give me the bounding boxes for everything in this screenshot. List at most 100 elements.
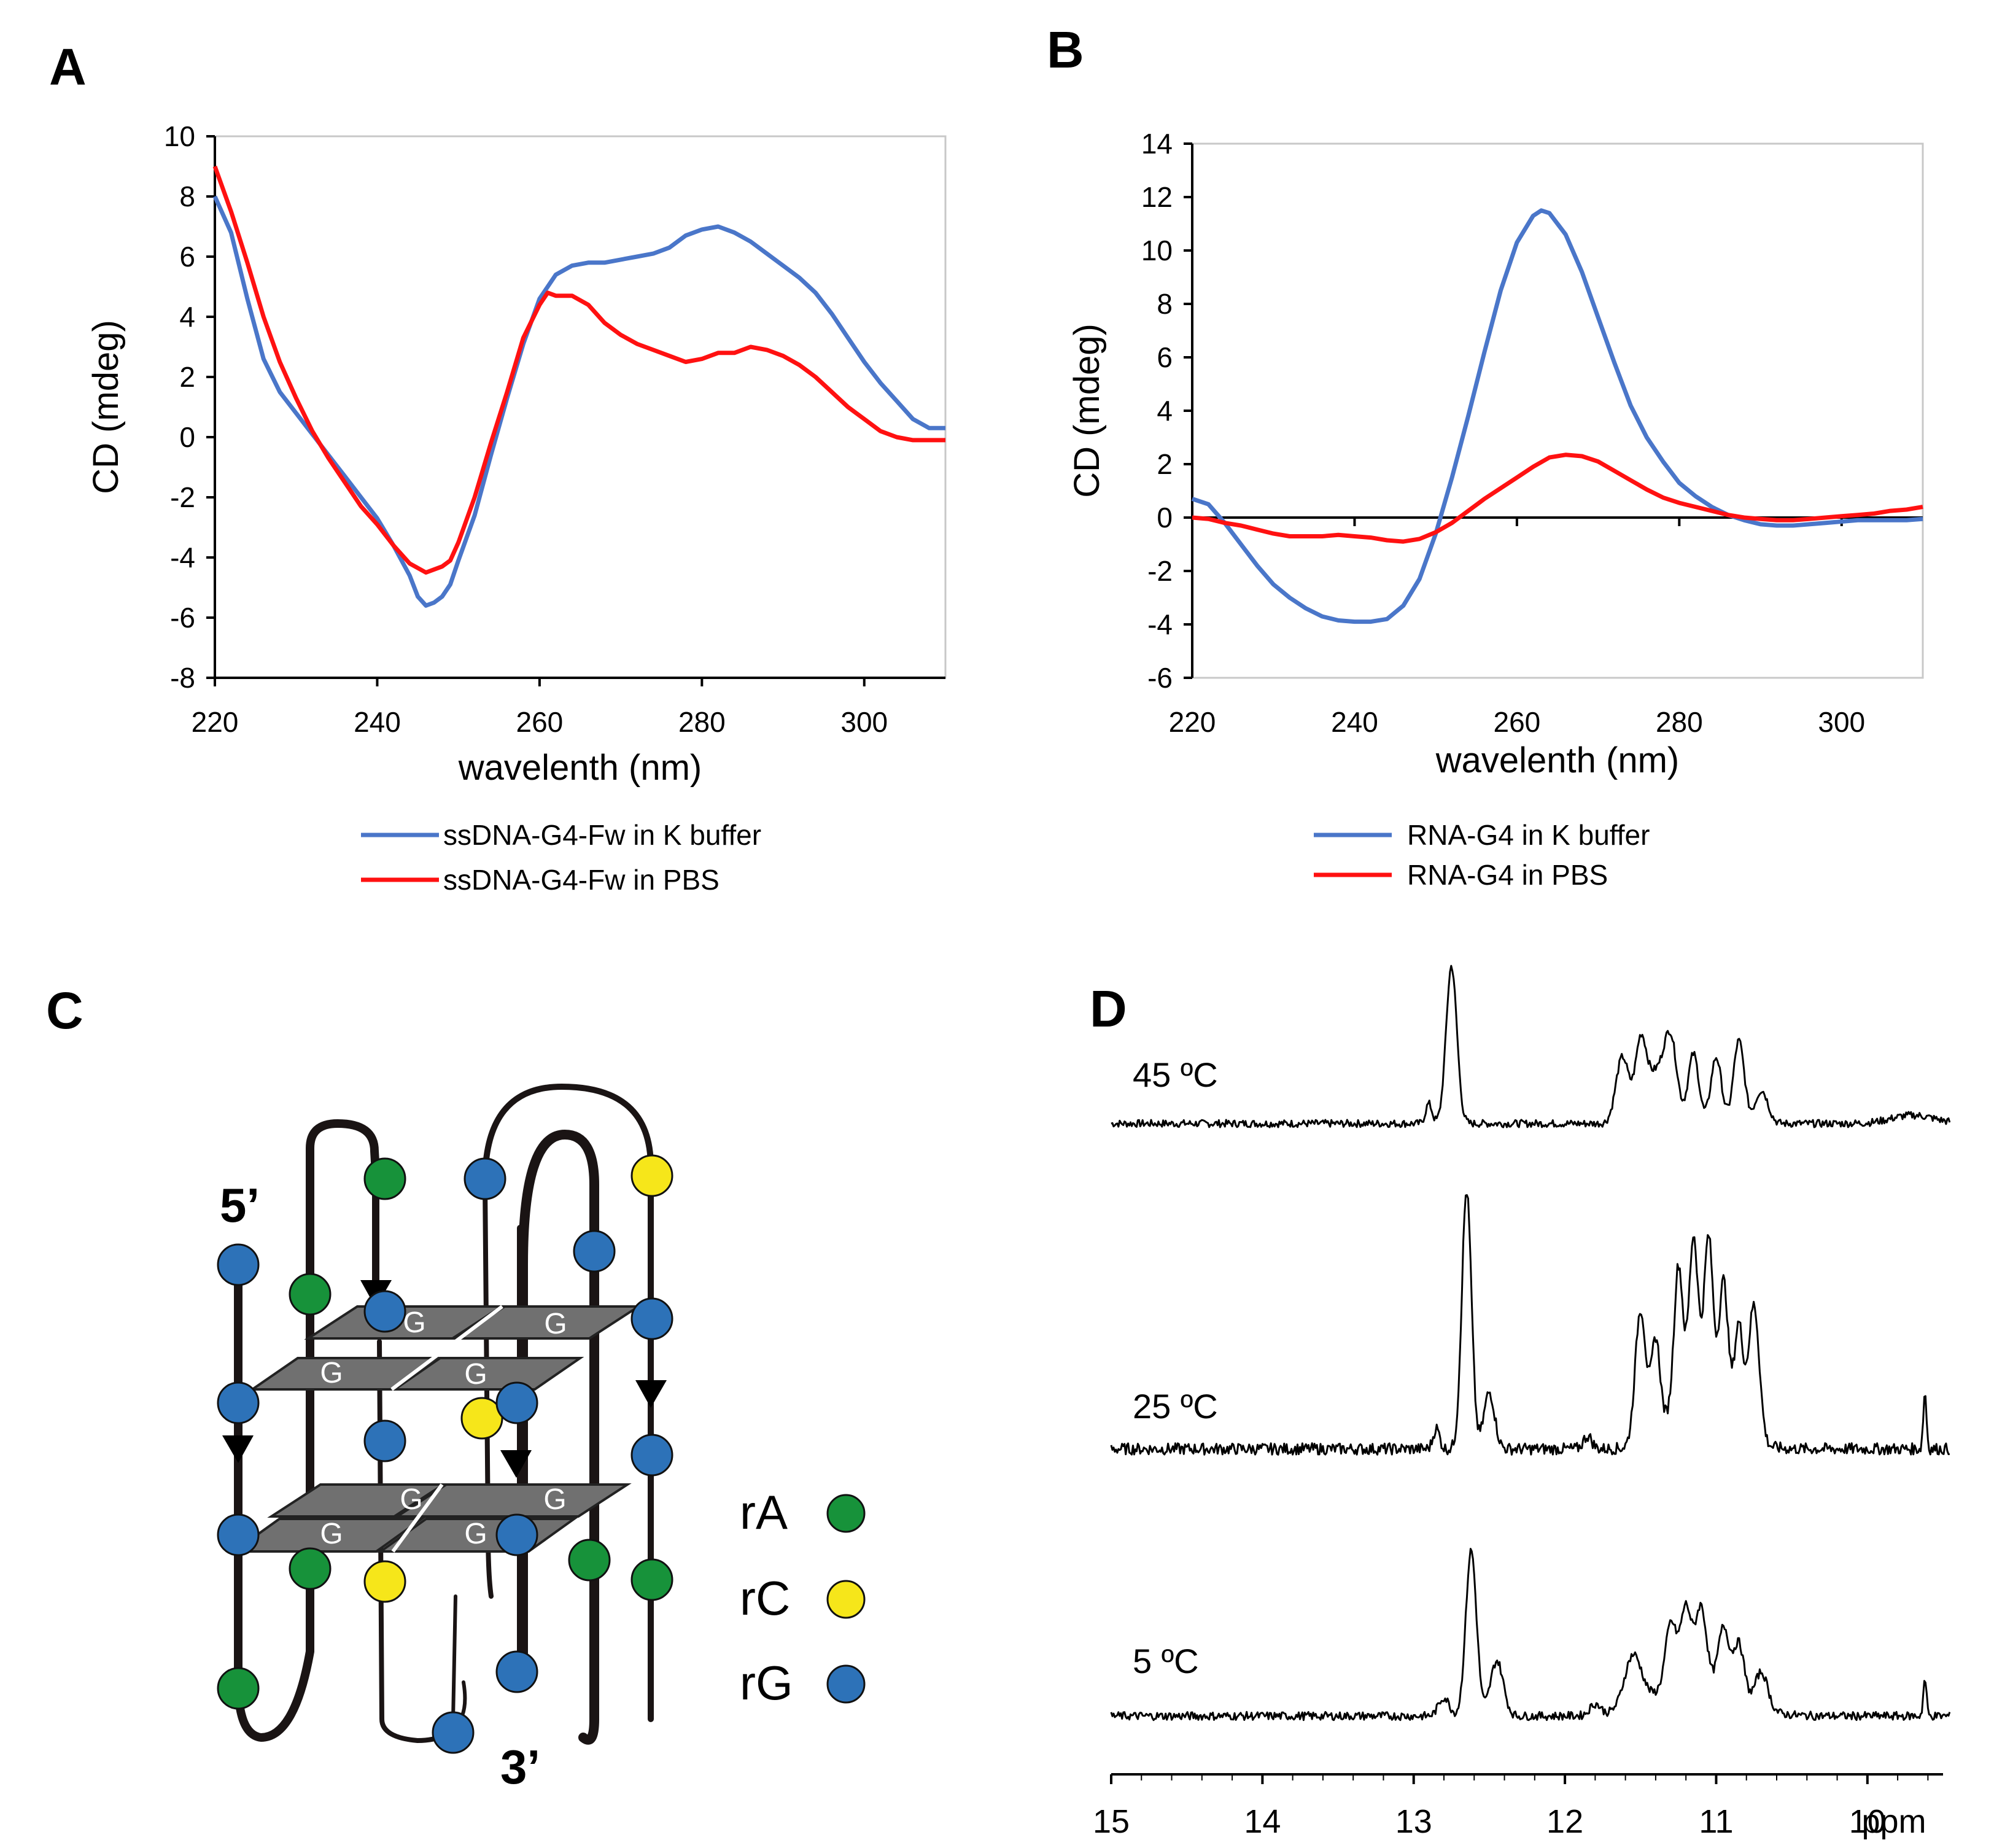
three-prime-label: 3’: [500, 1740, 540, 1794]
spectrum-label-5c: 5 ºC: [1133, 1642, 1199, 1680]
nmr-spectrum-trace: [1111, 965, 1951, 1128]
nucleotide-ra: [363, 1157, 406, 1200]
g-quartet-upper: G G G G: [248, 1305, 643, 1391]
key-label-rc: rC: [740, 1571, 790, 1625]
series-line-pbs: [212, 165, 945, 575]
y-tick-label: 8: [1157, 288, 1173, 320]
chart-d-xlabel: ppm: [1861, 1803, 1926, 1840]
x-tick-label: 280: [1656, 706, 1703, 738]
chart-a-xlabel: wavelenth (nm): [458, 748, 702, 788]
quartet-g-label: G: [403, 1306, 425, 1339]
y-tick-label: 0: [1157, 502, 1173, 534]
nucleotide-rg: [630, 1434, 673, 1477]
five-prime-label: 5’: [220, 1178, 260, 1232]
key-swatch-ra: [826, 1494, 866, 1533]
quartet-g-label: G: [543, 1483, 566, 1516]
quartet-g-label: G: [320, 1357, 343, 1389]
spectrum-label-45c: 45 ºC: [1133, 1055, 1218, 1094]
y-tick-label: -6: [170, 602, 195, 634]
chart-b-x-ticks: 220 240 260 280 300: [1169, 518, 1865, 738]
chart-b-ylabel: CD (mdeg): [1067, 324, 1107, 498]
key-swatch-rc: [826, 1580, 866, 1619]
nucleotide-ra: [630, 1558, 673, 1601]
quartet-g-label: G: [464, 1518, 487, 1550]
y-tick-label: 12: [1141, 181, 1173, 213]
x-tick-label: 12: [1546, 1803, 1583, 1840]
y-tick-label: 10: [164, 120, 195, 152]
x-tick-label: 300: [1818, 706, 1865, 738]
chart-a-legend-k-buffer: ssDNA-G4-Fw in K buffer: [443, 819, 761, 851]
panel-label-a: A: [49, 38, 87, 96]
chart-a-legend-pbs: ssDNA-G4-Fw in PBS: [443, 864, 720, 896]
x-tick-label: 10: [1849, 1803, 1886, 1840]
x-tick-label: 15: [1093, 1803, 1130, 1840]
y-tick-label: 8: [179, 181, 195, 212]
x-tick-label: 240: [1331, 706, 1378, 738]
chart-d-x-ticks: 15 14 13 12 11 10: [1093, 1774, 1929, 1840]
arrow-down-icon: [500, 1450, 532, 1478]
x-tick-label: 14: [1244, 1803, 1281, 1840]
x-tick-label: 220: [192, 706, 239, 738]
nucleotide-rg: [495, 1381, 538, 1424]
y-tick-label: -4: [1147, 608, 1173, 640]
quartet-g-label: G: [400, 1483, 422, 1516]
series-line-k-buffer: [1191, 208, 1923, 624]
x-tick-label: 240: [354, 706, 401, 738]
nucleotide-ra: [289, 1273, 332, 1316]
nucleotide-rg: [363, 1290, 406, 1333]
y-tick-label: 10: [1141, 235, 1173, 266]
x-tick-label: 13: [1395, 1803, 1432, 1840]
nucleotide-rg: [464, 1157, 506, 1200]
y-tick-label: 14: [1141, 128, 1173, 160]
g-quartet-lower: G G G G: [230, 1483, 632, 1553]
chart-b: -6 -4 -2 0 2 4 6 8 10 12 14 220 240 260 280 300 wavele…: [1067, 128, 1924, 891]
x-tick-label: 11: [1699, 1803, 1733, 1840]
panel-label-d: D: [1090, 980, 1127, 1038]
chart-d-nmr: 45 ºC 25 ºC 5 ºC 15 14 13 12 11 10 ppm: [1093, 965, 1951, 1840]
y-tick-label: 6: [1157, 341, 1173, 373]
chart-a-series-group: [212, 165, 945, 608]
chart-a: -8 -6 -4 -2 0 2 4 6 8 10 220 240 260 280 300 wavelent…: [86, 120, 947, 896]
g-quadruplex-diagram: G G G G G G G G: [217, 1084, 866, 1794]
quartet-g-label: G: [320, 1518, 343, 1550]
nucleotide-ra: [217, 1667, 260, 1710]
panel-label-c: C: [46, 982, 83, 1039]
y-tick-label: -2: [170, 481, 195, 513]
arrow-down-icon: [635, 1380, 667, 1408]
spectrum-label-25c: 25 ºC: [1133, 1387, 1218, 1426]
arrow-down-icon: [222, 1435, 254, 1463]
x-tick-label: 260: [1494, 706, 1541, 738]
key-label-rg: rG: [740, 1656, 793, 1710]
nucleotide-rc: [630, 1154, 673, 1197]
nucleotide-rg: [217, 1243, 260, 1286]
quartet-g-label: G: [464, 1358, 487, 1391]
y-tick-label: 2: [179, 361, 195, 393]
chart-b-y-ticks: -6 -4 -2 0 2 4 6 8 10 12 14: [1141, 128, 1192, 694]
nucleotide-ra: [289, 1547, 332, 1590]
chart-a-ylabel: CD (mdeg): [86, 320, 126, 494]
y-tick-label: 2: [1157, 448, 1173, 480]
y-tick-label: 4: [179, 301, 195, 333]
x-tick-label: 260: [516, 706, 564, 738]
chart-a-y-ticks: -8 -6 -4 -2 0 2 4 6 8 10: [164, 120, 215, 694]
series-line-k-buffer: [212, 195, 945, 608]
y-tick-label: -6: [1147, 662, 1173, 694]
y-tick-label: 0: [179, 421, 195, 453]
y-tick-label: -4: [170, 542, 195, 573]
chart-b-legend-pbs: RNA-G4 in PBS: [1407, 859, 1608, 891]
x-tick-label: 220: [1169, 706, 1216, 738]
nucleotide-ra: [568, 1539, 611, 1582]
chart-a-x-ticks: 220 240 260 280 300: [192, 678, 888, 738]
nmr-spectrum-trace: [1110, 1548, 1951, 1722]
nucleotide-rg: [630, 1297, 673, 1340]
panel-label-b: B: [1047, 21, 1084, 79]
nucleotide-rg: [363, 1419, 406, 1462]
quartet-g-label: G: [544, 1308, 567, 1340]
nucleotide-rg: [573, 1230, 616, 1273]
key-swatch-rg: [826, 1664, 866, 1704]
chart-b-xlabel: wavelenth (nm): [1435, 740, 1679, 780]
chart-b-legend-k-buffer: RNA-G4 in K buffer: [1407, 819, 1650, 851]
x-tick-label: 280: [678, 706, 726, 738]
rna-backbone: [234, 1084, 654, 1745]
